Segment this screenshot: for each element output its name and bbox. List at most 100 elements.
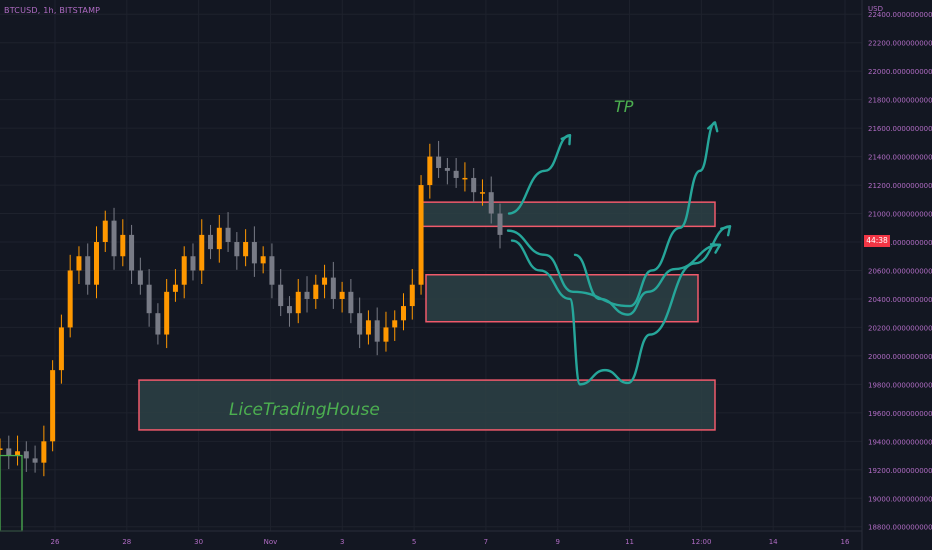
candle-body [365,320,371,335]
candle-body [444,167,450,171]
arrowhead-icon [709,243,722,254]
candle-body [129,234,135,271]
price-axis-unit: USD [868,5,883,13]
arrowhead-icon [560,134,572,146]
candle-body [208,234,214,250]
candle-body [322,277,328,285]
arrowhead-icon [720,225,732,237]
tp-label: TP [614,97,634,116]
projection-arrows[interactable] [506,121,732,386]
candle-body [462,177,468,180]
price-tick-label: 20800.000000000 [868,239,932,247]
candle-body [6,448,12,456]
candle-body [120,234,126,257]
candle-body [471,177,477,193]
candle-body [32,458,38,463]
candle-body [76,256,82,271]
countdown-badge: 44:38 [864,235,890,247]
time-tick-label: 26 [51,538,60,546]
price-tick-label: 21800.000000000 [868,97,932,105]
time-tick-label: 16 [841,538,850,546]
price-tick-label: 19000.000000000 [868,495,932,503]
projection-curve[interactable] [510,225,732,386]
candle-body [269,256,275,285]
time-tick-label: Nov [264,538,278,546]
candle-body [164,291,170,335]
candle-body [111,220,117,257]
price-tick-label: 19600.000000000 [868,410,932,418]
candle-body [357,313,363,335]
candle-body [23,451,29,459]
candle-body [418,185,424,285]
price-tick-label: 21000.000000000 [868,211,932,219]
price-tick-label: 20600.000000000 [868,267,932,275]
price-tick-label: 20000.000000000 [868,353,932,361]
candle-body [93,242,99,285]
price-tick-label: 20400.000000000 [868,296,932,304]
candle-body [260,256,266,264]
candle-body [67,270,73,328]
price-series [0,140,503,532]
price-tick-label: 21200.000000000 [868,182,932,190]
zone-box[interactable] [138,379,716,431]
candle-body [172,284,178,292]
candle-body [243,242,249,257]
candle-body [497,213,503,235]
support-zones[interactable] [138,201,716,431]
candle-body [401,306,407,321]
time-tick-label: 7 [484,538,488,546]
candle-body [313,284,319,299]
candle-body [190,256,196,271]
price-tick-label: 19400.000000000 [868,438,932,446]
candle-body [295,291,301,314]
candle-body [155,313,161,335]
candle-body [278,284,284,307]
candle-body [374,320,380,342]
candle-body [137,270,143,285]
arrowhead-icon [707,121,719,133]
candle-body [409,284,415,307]
candle-body [234,242,240,257]
price-tick-label: 22000.000000000 [868,68,932,76]
projection-curve[interactable] [506,121,717,308]
time-tick-label: 14 [769,538,778,546]
time-tick-label: 11 [625,538,634,546]
projection-curve[interactable] [573,243,722,316]
time-tick-label: 12:00 [691,538,711,546]
watermark-label: LiceTradingHouse [229,400,380,420]
price-tick-label: 19200.000000000 [868,467,932,475]
candle-body [251,242,257,264]
candle-body [216,227,222,250]
zone-box[interactable] [420,201,716,228]
candle-body [15,451,21,456]
candle-body [427,156,433,186]
price-tick-label: 20200.000000000 [868,324,932,332]
candle-body [181,256,187,285]
time-tick-label: 9 [555,538,559,546]
price-axis[interactable]: 22400.000000000 22200.000000000 22000.0000… [868,11,932,531]
candle-body [199,234,205,271]
time-tick-label: 3 [340,538,344,546]
time-tick-label: 5 [412,538,416,546]
candle-body [453,170,459,178]
price-tick-label: 21400.000000000 [868,154,932,162]
candle-body [304,291,310,299]
candle-body [225,227,231,243]
candle-body [85,256,91,285]
symbol-title[interactable]: BTCUSD, 1h, BITSTAMP [4,6,101,15]
candle-body [392,320,398,328]
time-tick-label: 30 [194,538,203,546]
candle-body [146,284,152,314]
time-axis[interactable]: 26 28 30 Nov 3 5 7 9 11 12:00 14 16 [51,538,850,546]
candle-body [479,192,485,194]
candle-body [41,441,47,463]
price-tick-label: 19800.000000000 [868,381,932,389]
price-tick-label: 18800.000000000 [868,524,932,532]
candle-body [330,277,336,299]
price-tick-label: 22200.000000000 [868,40,932,48]
price-tick-label: 21600.000000000 [868,125,932,133]
candle-body [58,327,64,371]
price-tick-label: 22400.000000000 [868,11,932,19]
projection-curve[interactable] [507,134,572,215]
